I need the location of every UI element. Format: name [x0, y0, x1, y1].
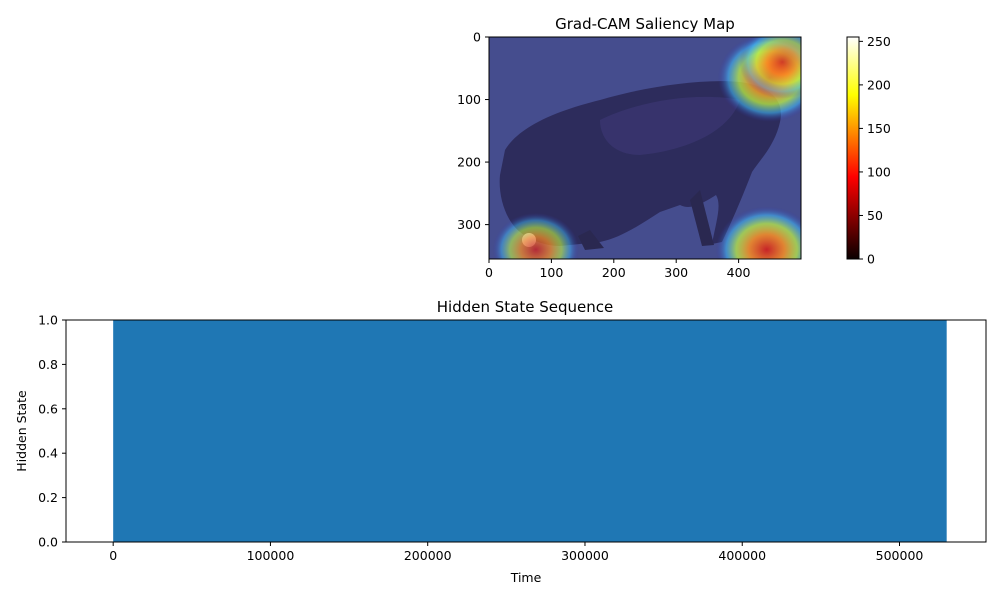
saliency-y-tick-label: 300	[457, 217, 481, 232]
colorbar-gradient	[846, 36, 860, 260]
saliency-frame	[488, 36, 802, 260]
saliency-x-tick-label: 300	[664, 265, 688, 280]
hidden-state-panel: Hidden State Sequence 0 100000 200000 30000…	[14, 298, 987, 585]
saliency-image	[489, 37, 801, 259]
colorbar-tick-label: 0	[867, 252, 875, 267]
saliency-hotspot	[739, 37, 801, 99]
saliency-y-tick-label: 0	[473, 30, 481, 45]
saliency-y-tick-label: 100	[457, 92, 481, 107]
colorbar-tick-label: 250	[867, 34, 891, 49]
saliency-panel: Grad-CAM Saliency Map 0 100 200 300 400 0 100…	[457, 15, 802, 280]
hidden-state-x-tick-label: 300000	[561, 548, 609, 563]
saliency-hotspot	[715, 206, 801, 259]
saliency-x-axis: 0 100 200 300 400	[485, 259, 751, 280]
hidden-state-x-tick-label: 100000	[247, 548, 295, 563]
hidden-state-bar	[113, 320, 947, 542]
saliency-hotspots	[492, 37, 801, 259]
saliency-y-axis: 0 100 200 300	[457, 30, 489, 232]
hidden-state-y-tick-label: 0.8	[38, 357, 58, 372]
colorbar: 0 50 100 150 200 250	[846, 34, 891, 267]
saliency-x-tick-label: 400	[727, 265, 751, 280]
hidden-state-xlabel: Time	[510, 570, 542, 585]
hidden-state-bars	[113, 320, 947, 542]
colorbar-axis: 0 50 100 150 200 250	[859, 34, 891, 267]
saliency-x-tick-label: 100	[539, 265, 563, 280]
saliency-title: Grad-CAM Saliency Map	[555, 15, 735, 33]
hidden-state-x-tick-label: 500000	[876, 548, 924, 563]
saliency-y-tick-label: 200	[457, 155, 481, 170]
hidden-state-y-axis: 0.0 0.2 0.4 0.6 0.8 1.0	[38, 313, 66, 550]
hidden-state-x-tick-label: 400000	[718, 548, 766, 563]
hidden-state-y-tick-label: 0.2	[38, 490, 58, 505]
colorbar-tick-label: 50	[867, 208, 883, 223]
hidden-state-title: Hidden State Sequence	[437, 298, 613, 316]
hidden-state-frame	[65, 319, 987, 543]
saliency-hotspot	[492, 212, 579, 259]
hidden-state-x-tick-label: 0	[109, 548, 117, 563]
hidden-state-x-axis: 0 100000 200000 300000 400000 500000	[109, 542, 923, 563]
hidden-state-ylabel: Hidden State	[14, 390, 29, 472]
hidden-state-y-tick-label: 0.0	[38, 535, 58, 550]
colorbar-tick-label: 200	[867, 77, 891, 92]
hidden-state-x-tick-label: 200000	[404, 548, 452, 563]
hidden-state-y-tick-label: 0.6	[38, 401, 58, 416]
saliency-x-tick-label: 0	[485, 265, 493, 280]
colorbar-tick-label: 150	[867, 121, 891, 136]
hidden-state-y-tick-label: 0.4	[38, 446, 58, 461]
saliency-x-tick-label: 200	[602, 265, 626, 280]
colorbar-tick-label: 100	[867, 164, 891, 179]
hidden-state-y-tick-label: 1.0	[38, 313, 58, 328]
